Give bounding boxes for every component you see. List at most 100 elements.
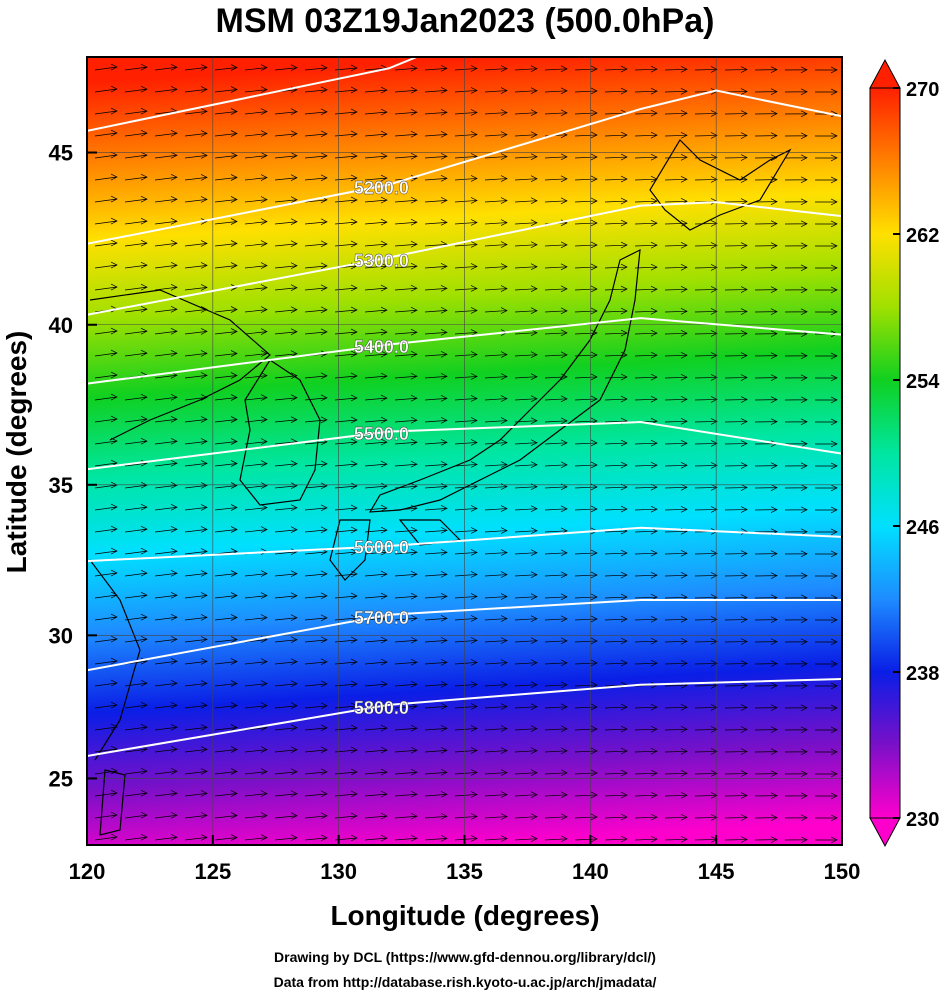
wind-arrow <box>424 307 448 314</box>
wind-arrow <box>604 373 628 381</box>
wind-arrow <box>574 87 598 95</box>
wind-arrow <box>304 570 328 578</box>
wind-arrow <box>274 416 298 424</box>
wind-arrow <box>274 636 298 644</box>
wind-arrow <box>664 461 688 469</box>
wind-arrow <box>514 285 538 293</box>
wind-arrow <box>454 791 478 798</box>
x-tick-label: 140 <box>572 859 609 884</box>
wind-arrow <box>94 129 118 137</box>
wind-arrow <box>94 503 118 511</box>
wind-arrow <box>94 393 118 401</box>
wind-arrow <box>394 372 418 380</box>
wind-arrow <box>214 592 238 599</box>
wind-arrow <box>184 196 208 203</box>
wind-arrow <box>394 350 418 358</box>
wind-arrow <box>814 528 838 536</box>
wind-arrow <box>694 330 718 337</box>
wind-arrow <box>424 505 448 512</box>
wind-arrow <box>454 109 478 116</box>
wind-arrow <box>574 791 598 799</box>
wind-arrow <box>424 351 448 358</box>
wind-arrow <box>784 748 808 756</box>
wind-arrow <box>694 748 718 755</box>
wind-arrow <box>664 615 688 623</box>
wind-arrow <box>274 768 298 776</box>
wind-arrow <box>274 680 298 688</box>
wind-arrow <box>94 701 118 709</box>
wind-arrow <box>514 703 538 711</box>
wind-arrow <box>754 660 778 667</box>
colorbar-tick-label: 246 <box>906 517 939 539</box>
wind-arrow <box>304 592 328 600</box>
wind-arrow <box>424 153 448 160</box>
wind-arrow <box>754 484 778 491</box>
wind-arrow <box>694 264 718 271</box>
wind-arrow <box>544 681 568 689</box>
wind-arrow <box>694 616 718 623</box>
wind-arrow <box>664 549 688 557</box>
colorbar-extend-top <box>869 58 901 89</box>
wind-arrow <box>154 833 178 841</box>
wind-arrow <box>514 241 538 249</box>
wind-arrow <box>544 153 568 161</box>
wind-arrow <box>514 109 538 117</box>
wind-arrow <box>784 352 808 360</box>
wind-arrow <box>124 789 148 797</box>
wind-arrow <box>124 217 148 225</box>
wind-arrow <box>154 789 178 797</box>
wind-arrow <box>634 87 658 95</box>
wind-arrow <box>634 329 658 337</box>
wind-arrow <box>544 241 568 249</box>
wind-arrow <box>814 374 838 382</box>
wind-arrow <box>124 349 148 357</box>
wind-arrow <box>214 130 238 137</box>
wind-arrow <box>364 196 388 204</box>
wind-arrow <box>454 373 478 380</box>
wind-arrow <box>214 614 238 621</box>
wind-arrow <box>184 108 208 115</box>
wind-arrow <box>484 813 508 820</box>
wind-arrow <box>484 527 508 534</box>
wind-arrow <box>244 108 268 115</box>
wind-arrow <box>454 461 478 468</box>
wind-arrow <box>184 64 208 71</box>
wind-arrow <box>274 614 298 622</box>
footer-line: Data from http://database.rish.kyoto-u.a… <box>274 974 657 990</box>
wind-arrow <box>154 481 178 489</box>
wind-arrow <box>694 132 718 139</box>
wind-arrow <box>574 307 598 315</box>
wind-arrow <box>364 812 388 820</box>
wind-arrow <box>154 745 178 753</box>
wind-arrow <box>424 483 448 490</box>
wind-arrow <box>184 636 208 643</box>
wind-arrow <box>274 482 298 490</box>
wind-arrow <box>364 350 388 358</box>
wind-arrow <box>454 263 478 270</box>
wind-arrow <box>664 747 688 755</box>
wind-arrow <box>154 349 178 357</box>
wind-arrow <box>244 328 268 335</box>
wind-arrow <box>394 768 418 776</box>
wind-arrow <box>754 616 778 623</box>
wind-arrow <box>394 64 418 72</box>
wind-arrow <box>424 329 448 336</box>
wind-arrow <box>394 152 418 160</box>
wind-arrow <box>724 132 748 139</box>
wind-arrow <box>784 286 808 294</box>
colorbar-extend-bottom <box>869 817 901 848</box>
wind-arrow <box>184 680 208 687</box>
wind-arrow <box>364 394 388 402</box>
wind-arrow <box>574 659 598 667</box>
wind-arrow <box>304 86 328 94</box>
x-tick-label: 125 <box>194 859 231 884</box>
wind-arrow <box>544 175 568 183</box>
wind-arrow <box>514 65 538 73</box>
wind-arrow <box>154 657 178 665</box>
wind-arrow <box>304 812 328 820</box>
wind-arrow <box>484 285 508 292</box>
wind-arrow <box>544 109 568 117</box>
wind-arrow <box>514 549 538 557</box>
wind-arrow <box>94 789 118 797</box>
wind-arrow <box>274 262 298 270</box>
